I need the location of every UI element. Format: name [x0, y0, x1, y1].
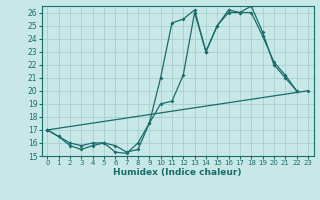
X-axis label: Humidex (Indice chaleur): Humidex (Indice chaleur)	[113, 168, 242, 177]
